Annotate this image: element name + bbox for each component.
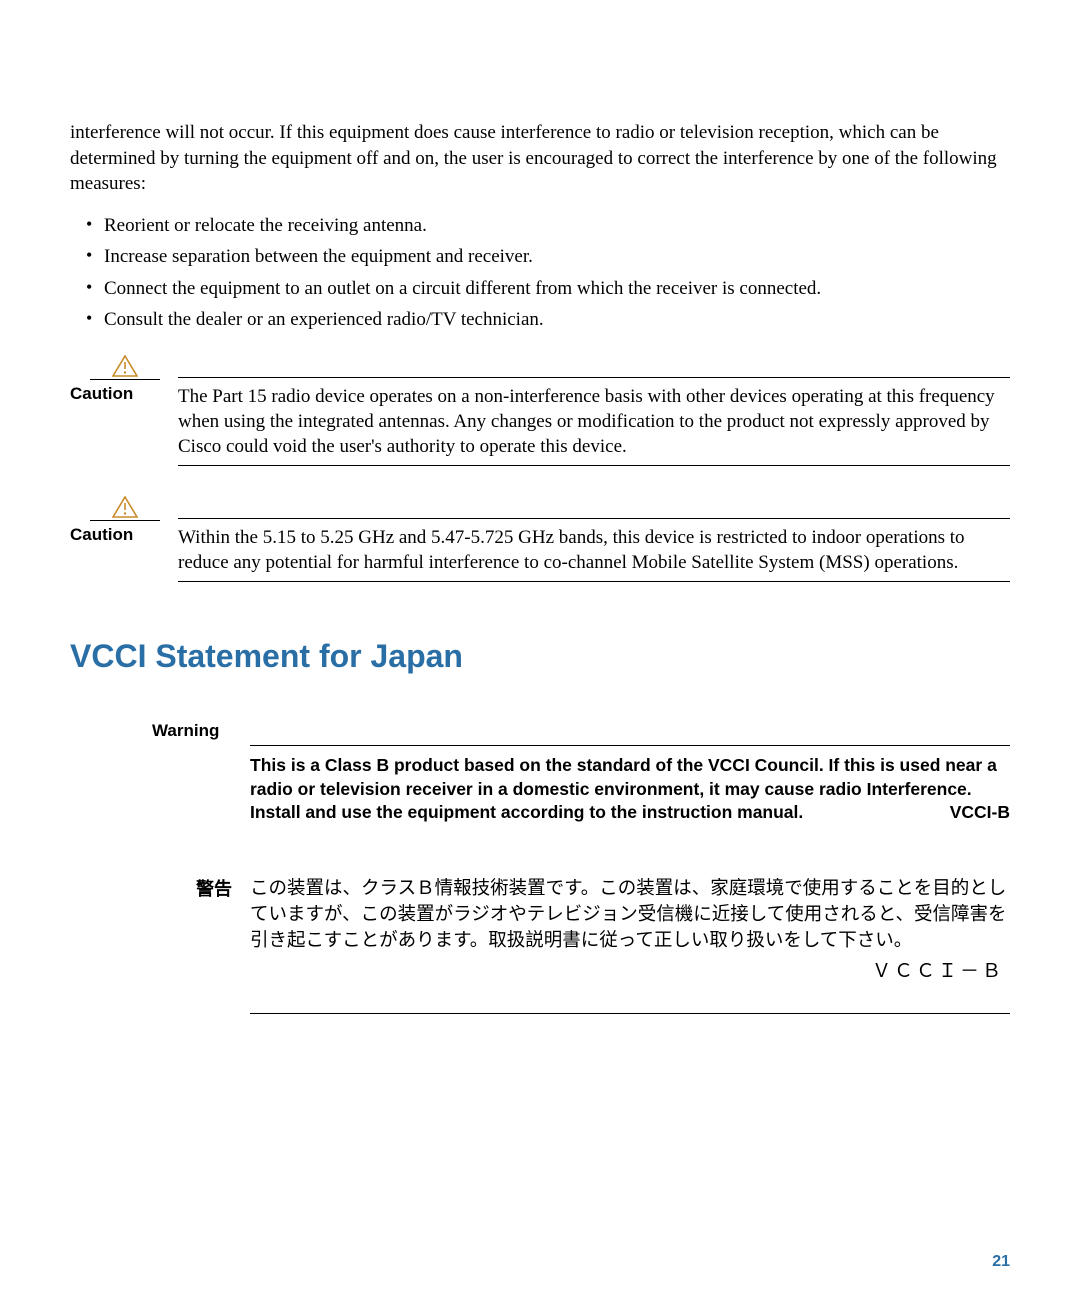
intro-paragraph: interference will not occur. If this equ… [70,120,1010,197]
section-heading: VCCI Statement for Japan [70,638,1010,675]
measures-list: Reorient or relocate the receiving anten… [70,211,1010,335]
measure-item: Connect the equipment to an outlet on a … [104,274,1010,303]
warning-block: Warning This is a Class B product based … [152,721,1010,833]
page-number: 21 [992,1253,1010,1271]
caution-text: Within the 5.15 to 5.25 GHz and 5.47-5.7… [178,525,1010,582]
caution-label: Caution [70,525,170,545]
measure-item: Consult the dealer or an experienced rad… [104,305,1010,334]
measure-item: Reorient or relocate the receiving anten… [104,211,1010,240]
caution-icon [112,496,138,518]
caution-block-2: Caution Within the 5.15 to 5.25 GHz and … [70,496,1010,582]
warning-jp-vcci: ＶＣＣＩ－Ｂ [250,959,1010,986]
measure-item: Increase separation between the equipmen… [104,242,1010,271]
bottom-rule [250,1013,1010,1014]
caution-text: The Part 15 radio device operates on a n… [178,384,1010,466]
vcci-b-label: VCCI-B [950,801,1010,825]
caution-icon [112,355,138,377]
warning-label: Warning [152,721,246,833]
caution-block-1: Caution The Part 15 radio device operate… [70,355,1010,466]
warning-english-text: This is a Class B product based on the s… [250,746,1010,833]
warning-jp-text: この装置は、クラスＢ情報技術装置です。この装置は、家庭環境で使用することを目的と… [250,875,1010,953]
warning-japanese-block: 警告 この装置は、クラスＢ情報技術装置です。この装置は、家庭環境で使用することを… [152,875,1010,985]
caution-label: Caution [70,384,170,404]
warning-jp-label: 警告 [152,875,246,985]
